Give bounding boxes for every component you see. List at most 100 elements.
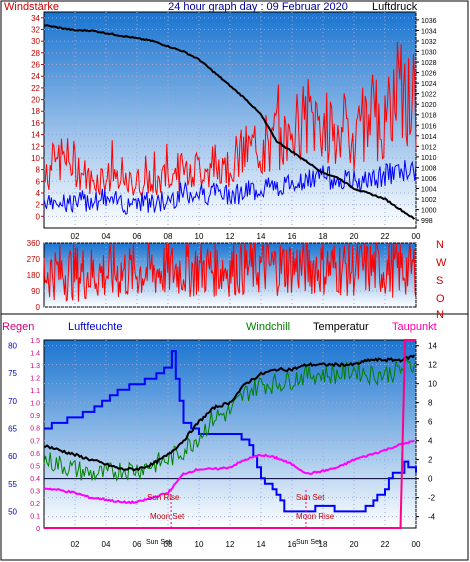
wind-y-tick-label: 28: [31, 49, 40, 58]
x-tick-label-bottom: 12: [226, 540, 235, 549]
legend-temperature: Temperatur: [313, 321, 369, 333]
direction-y-tick-label: 270: [27, 255, 41, 264]
x-tick-label-top: 06: [133, 232, 142, 241]
pressure-axis-title: Luftdruck: [372, 1, 418, 13]
x-tick-label-top: 04: [102, 232, 111, 241]
annotation-moon-rise: Moon Rise: [296, 512, 335, 521]
pressure-y-tick-label: 1018: [421, 113, 437, 120]
wind-y-tick-label: 2: [36, 201, 41, 210]
wind-y-tick-label: 6: [36, 177, 41, 186]
rain-y-tick-label: 1.1: [30, 388, 40, 395]
direction-y-tick-label: 0: [36, 303, 41, 312]
series-pressure: [43, 24, 416, 220]
rain-y-tick-label: 0.9: [30, 413, 40, 420]
x-tick-label-bottom: 14: [257, 540, 266, 549]
x-tick-label-bottom: 20: [350, 540, 359, 549]
rain-y-tick-label: 0.2: [30, 501, 40, 508]
x-tick-label-top: 20: [350, 232, 359, 241]
direction-letters: N W S O N: [436, 239, 447, 321]
humidity-y-tick-label: 80: [8, 342, 17, 351]
axes-layer: 0202040406060808101012121414161618182020…: [8, 14, 437, 549]
wind-y-tick-label: 26: [31, 61, 40, 70]
humidity-y-tick-label: 75: [8, 369, 17, 378]
annotation-sun-rise: Sun Rise: [147, 493, 180, 502]
legend-dewpoint: Taupunkt: [392, 321, 437, 333]
dir-letter-4: N: [436, 309, 444, 321]
rain-y-tick-label: 1.4: [30, 351, 40, 358]
series-rain: [44, 339, 416, 529]
legend-humidity: Luftfeuchte: [68, 321, 122, 333]
series-wind-min: [43, 160, 417, 215]
x-tick-label-bottom: 16: [288, 540, 297, 549]
rain-y-tick-label: 0.8: [30, 426, 40, 433]
humidity-y-tick-label: 55: [8, 480, 17, 489]
series-layer: [43, 24, 417, 529]
annotation-sun-set-bottom-2: Sun Set: [296, 539, 321, 546]
pressure-y-tick-label: 998: [421, 218, 433, 225]
direction-y-tick-label: 360: [27, 239, 41, 248]
pressure-y-tick-label: 1014: [421, 134, 437, 141]
rain-y-tick-label: 0.5: [30, 463, 40, 470]
rain-y-tick-label: 0: [36, 526, 40, 533]
rain-y-tick-label: 1.2: [30, 376, 40, 383]
pressure-y-tick-label: 1004: [421, 186, 437, 193]
pressure-y-tick-label: 1032: [421, 39, 437, 46]
rain-y-tick-label: 0.3: [30, 488, 40, 495]
pressure-y-tick-label: 1002: [421, 197, 437, 204]
x-tick-label-bottom: 10: [195, 540, 204, 549]
pressure-y-tick-label: 1010: [421, 155, 437, 162]
rain-y-tick-label: 0.4: [30, 476, 40, 483]
x-tick-label-bottom: 22: [381, 540, 390, 549]
series-wind-direction: [43, 242, 417, 302]
temp-y-tick-label: 10: [428, 380, 437, 389]
annotation-moon-set: Moon Set: [150, 512, 185, 521]
wind-y-tick-label: 20: [31, 96, 40, 105]
humidity-y-tick-label: 60: [8, 452, 17, 461]
annotation-sun-set: Sun Set: [296, 493, 325, 502]
humidity-y-tick-label: 70: [8, 397, 17, 406]
rain-y-tick-label: 0.6: [30, 451, 40, 458]
temp-y-tick-label: -2: [428, 494, 436, 503]
temp-y-tick-label: -4: [428, 513, 436, 522]
x-tick-label-bottom: 18: [319, 540, 328, 549]
humidity-y-tick-label: 65: [8, 424, 17, 433]
pressure-y-tick-label: 1030: [421, 50, 437, 57]
pressure-y-tick-label: 1016: [421, 123, 437, 130]
x-tick-label-top: 02: [71, 232, 80, 241]
x-tick-label-bottom: 08: [164, 540, 173, 549]
pressure-y-tick-label: 1008: [421, 165, 437, 172]
temp-y-tick-label: 6: [428, 418, 433, 427]
pressure-y-tick-label: 1024: [421, 81, 437, 88]
x-tick-label-top: 18: [319, 232, 328, 241]
pressure-y-tick-label: 1036: [421, 18, 437, 25]
wind-y-tick-label: 4: [36, 189, 41, 198]
wind-axis-title: Windstärke: [4, 1, 59, 13]
x-tick-label-top: 10: [195, 232, 204, 241]
annotation-sun-set-bottom: Sun Set: [146, 539, 171, 546]
wind-y-tick-label: 24: [31, 72, 40, 81]
wind-y-tick-label: 12: [31, 142, 40, 151]
x-tick-label-top: 14: [257, 232, 266, 241]
dir-letter-1: W: [436, 257, 447, 269]
x-tick-label-bottom: 00: [412, 540, 421, 549]
annotation-layer: Sun Rise Sun Set Moon Set Moon Rise Sun Set S…: [146, 490, 335, 546]
x-tick-label-bottom: 02: [71, 540, 80, 549]
x-tick-label-top: 16: [288, 232, 297, 241]
temp-y-tick-label: 14: [428, 342, 437, 351]
dir-letter-2: S: [436, 275, 443, 287]
rain-y-tick-label: 1.5: [30, 338, 40, 345]
pressure-y-tick-label: 1034: [421, 28, 437, 35]
wind-y-tick-label: 18: [31, 107, 40, 116]
wind-y-tick-label: 8: [36, 166, 41, 175]
temp-y-tick-label: 0: [428, 475, 433, 484]
chart-title: 24 hour graph day : 09 Februar 2020: [168, 1, 348, 13]
x-tick-label-top: 22: [381, 232, 390, 241]
x-tick-label-bottom: 06: [133, 540, 142, 549]
rain-y-tick-label: 0.7: [30, 438, 40, 445]
pressure-y-tick-label: 1026: [421, 71, 437, 78]
rain-y-tick-label: 1.3: [30, 363, 40, 370]
wind-y-tick-label: 16: [31, 119, 40, 128]
direction-y-tick-label: 180: [27, 271, 41, 280]
series-temperature: [44, 354, 416, 472]
